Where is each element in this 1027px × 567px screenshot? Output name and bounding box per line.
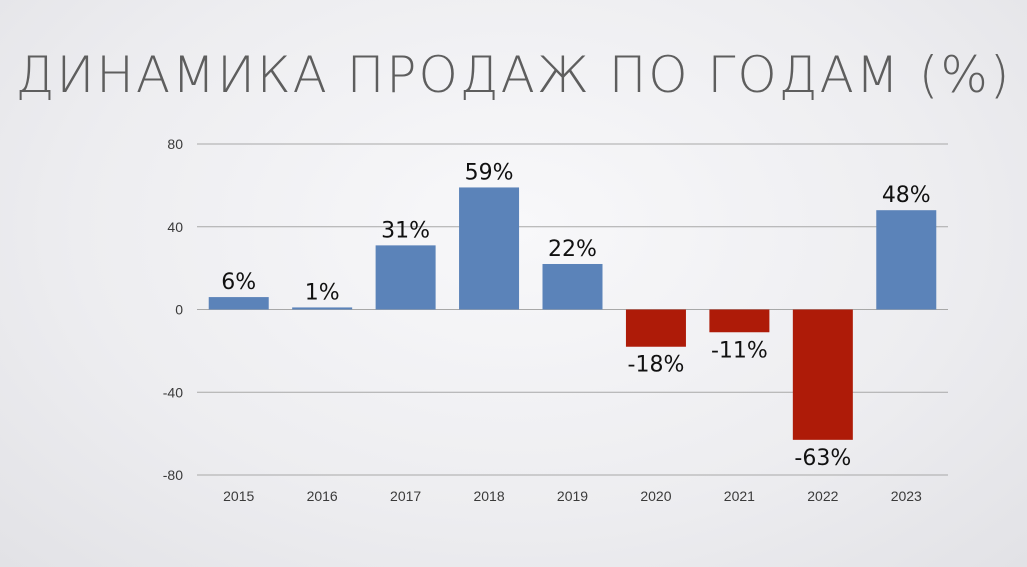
x-tick-label: 2015: [223, 488, 254, 504]
bar-2015: [208, 297, 269, 310]
x-tick-label: 2018: [473, 488, 504, 504]
y-tick-label: 40: [167, 219, 183, 235]
x-axis-ticks: 2015 2016 2017 2018 2019 2020 2021 2022 2023: [223, 488, 922, 504]
data-label: 6%: [221, 270, 256, 295]
data-label: -18%: [628, 353, 685, 378]
x-tick-label: 2017: [390, 488, 421, 504]
y-tick-label: -40: [163, 384, 183, 400]
x-tick-label: 2019: [557, 488, 588, 504]
x-tick-label: 2020: [640, 488, 671, 504]
data-label: -11%: [711, 338, 768, 363]
data-labels: 6% 1% 31% 59% 22% -18% -11% -63% 48%: [221, 160, 930, 470]
data-label: 48%: [882, 183, 931, 208]
x-tick-label: 2023: [891, 488, 922, 504]
x-tick-label: 2016: [307, 488, 338, 504]
data-label: -63%: [794, 446, 851, 471]
bar-2022: [792, 309, 853, 440]
x-tick-label: 2022: [807, 488, 838, 504]
y-tick-label: 80: [167, 136, 183, 152]
bar-2016: [292, 307, 353, 310]
data-label: 1%: [305, 280, 340, 305]
bar-2017: [375, 245, 436, 310]
y-tick-label: 0: [175, 302, 183, 318]
bars: [208, 187, 937, 440]
y-tick-label: -80: [163, 467, 183, 483]
bar-2019: [542, 263, 603, 310]
data-label: 22%: [548, 237, 597, 262]
bar-2023: [876, 210, 937, 310]
bar-2021: [709, 309, 770, 333]
bar-2018: [459, 187, 520, 310]
y-axis-ticks: 80 40 0 -40 -80: [163, 136, 183, 483]
data-label: 59%: [465, 160, 514, 185]
bar-2020: [625, 309, 686, 347]
chart-title: ДИНАМИКА ПРОДАЖ ПО ГОДАМ (%): [15, 46, 1012, 104]
data-label: 31%: [381, 218, 430, 243]
x-tick-label: 2021: [724, 488, 755, 504]
